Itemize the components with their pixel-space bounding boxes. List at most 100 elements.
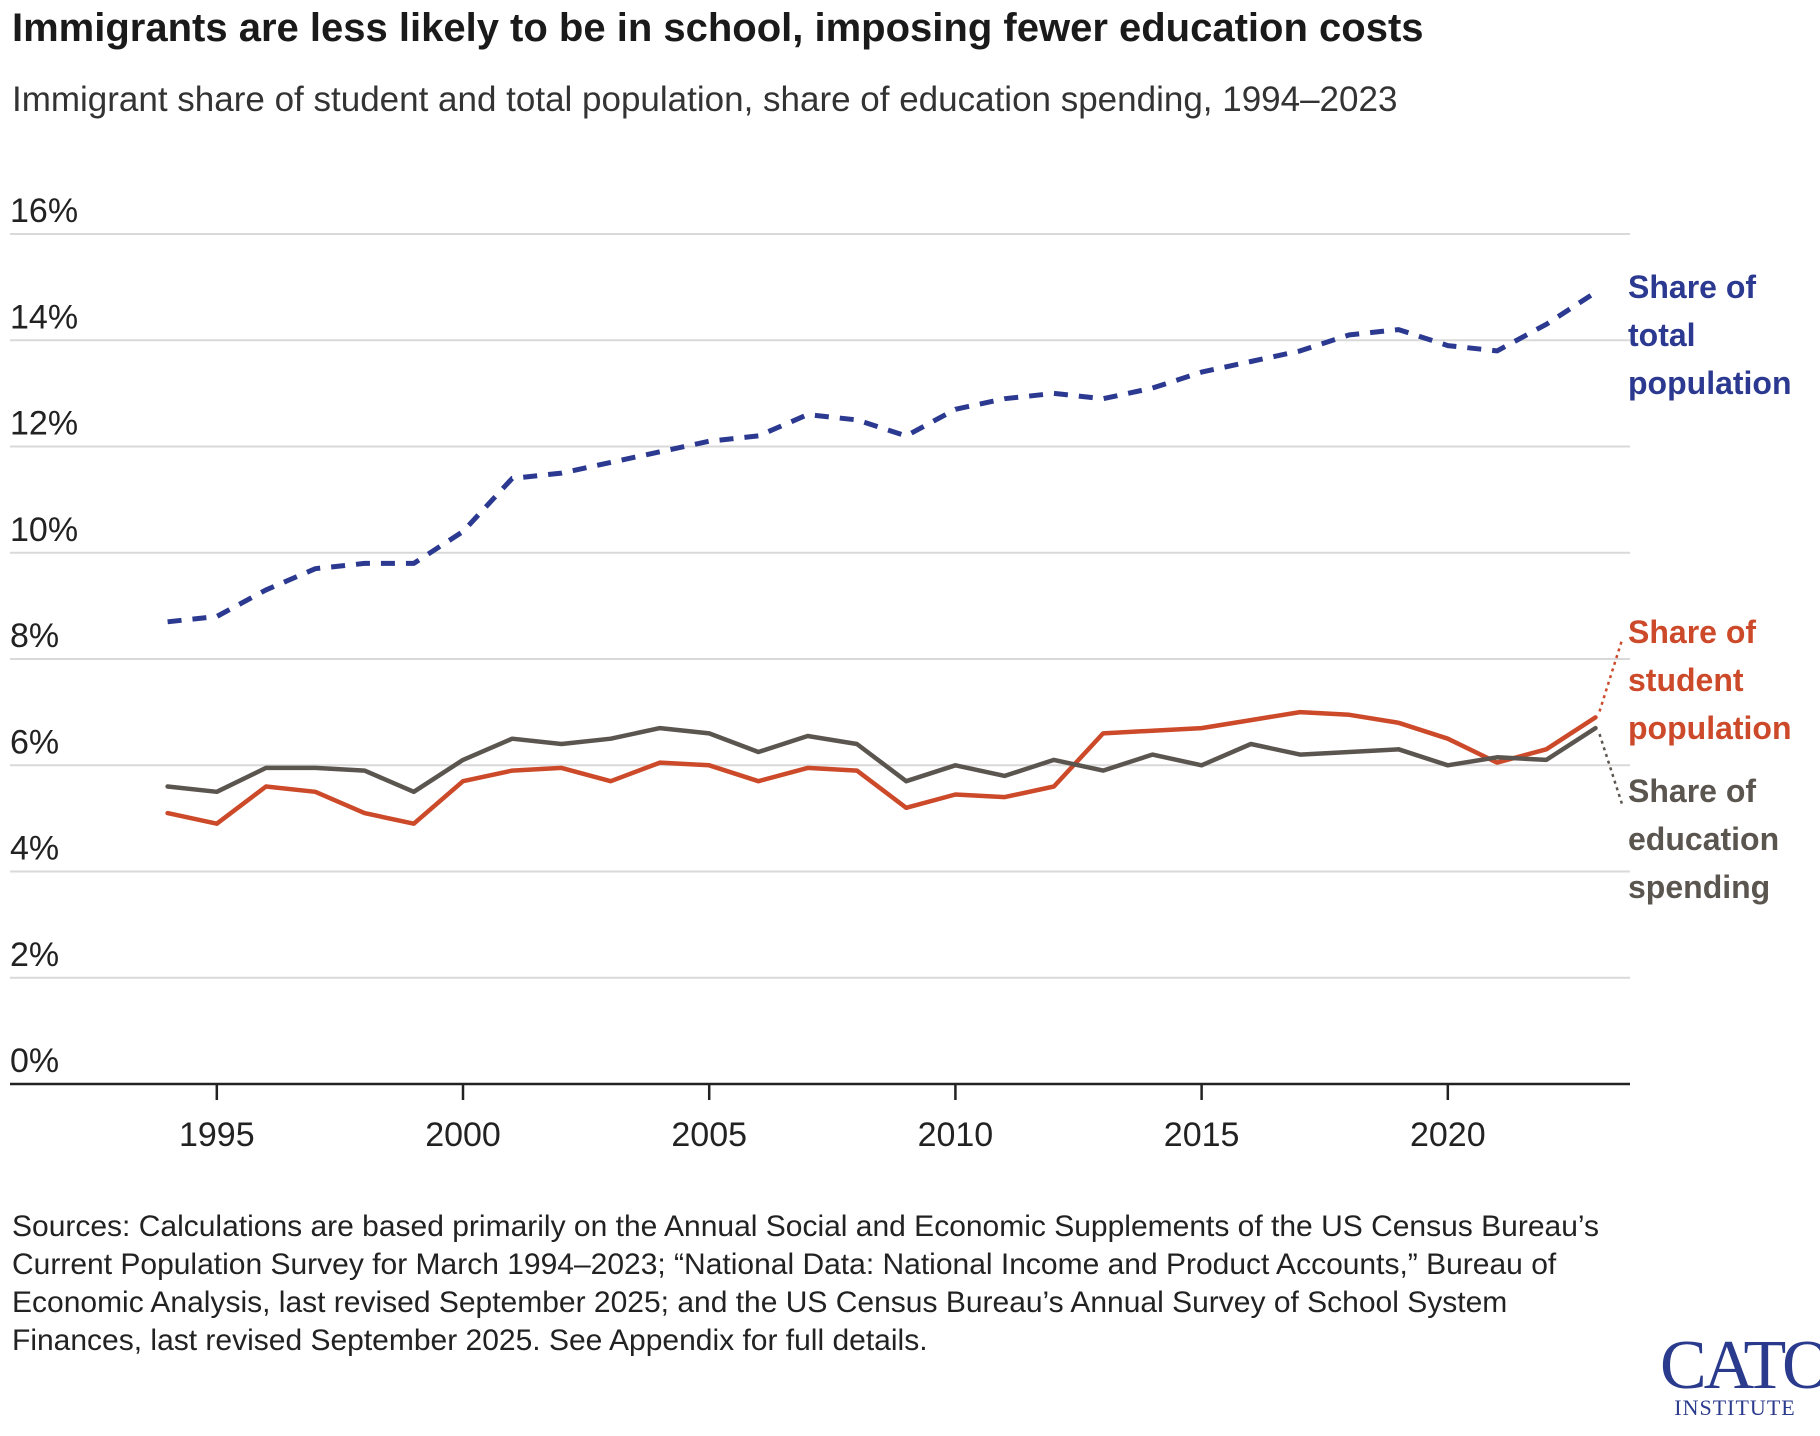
data-point-student-population bbox=[609, 779, 613, 783]
data-point-total-population bbox=[1249, 359, 1253, 363]
data-point-education-spending bbox=[904, 779, 908, 783]
data-point-education-spending bbox=[559, 742, 563, 746]
data-point-total-population bbox=[1101, 397, 1105, 401]
leader-line-education-spending bbox=[1598, 733, 1624, 805]
x-tick-label: 2010 bbox=[918, 1116, 994, 1154]
logo-subtitle: INSTITUTE bbox=[1674, 1395, 1796, 1420]
data-point-student-population bbox=[1446, 737, 1450, 741]
data-point-total-population bbox=[1298, 349, 1302, 353]
data-point-education-spending bbox=[1199, 763, 1203, 767]
data-point-student-population bbox=[165, 811, 169, 815]
data-point-student-population bbox=[362, 811, 366, 815]
series-label-total-population: population bbox=[1628, 365, 1792, 401]
data-point-total-population bbox=[1544, 322, 1548, 326]
data-point-education-spending bbox=[412, 790, 416, 794]
data-point-total-population bbox=[1446, 343, 1450, 347]
chart-title: Immigrants are less likely to be in scho… bbox=[12, 6, 1424, 50]
data-point-student-population bbox=[1298, 710, 1302, 714]
data-point-education-spending bbox=[707, 731, 711, 735]
data-point-student-population bbox=[1199, 726, 1203, 730]
gridlines bbox=[10, 233, 1630, 979]
data-point-education-spending bbox=[1446, 763, 1450, 767]
data-point-education-spending bbox=[362, 768, 366, 772]
y-tick-label: 6% bbox=[10, 723, 59, 761]
data-point-student-population bbox=[510, 768, 514, 772]
data-point-education-spending bbox=[313, 766, 317, 770]
data-point-student-population bbox=[1249, 718, 1253, 722]
data-point-total-population bbox=[1495, 349, 1499, 353]
data-point-student-population bbox=[1150, 729, 1154, 733]
data-point-education-spending bbox=[658, 726, 662, 730]
data-point-education-spending bbox=[855, 742, 859, 746]
data-point-education-spending bbox=[1003, 774, 1007, 778]
data-point-student-population bbox=[559, 766, 563, 770]
data-point-student-population bbox=[1495, 760, 1499, 764]
y-tick-label: 2% bbox=[10, 936, 59, 974]
x-axis: 1995 2000 2005 2010 2015 2020 bbox=[10, 1082, 1630, 1154]
data-point-student-population bbox=[1396, 721, 1400, 725]
data-point-total-population bbox=[609, 460, 613, 464]
data-point-total-population bbox=[806, 412, 810, 416]
data-point-total-population bbox=[165, 620, 169, 624]
y-tick-label: 4% bbox=[10, 830, 59, 868]
data-point-student-population bbox=[953, 792, 957, 796]
data-point-student-population bbox=[264, 784, 268, 788]
series-labels: Share of total population Share of student po… bbox=[1598, 269, 1792, 905]
series-label-education-spending: education bbox=[1628, 821, 1779, 857]
data-point-education-spending bbox=[1101, 768, 1105, 772]
data-point-total-population bbox=[1396, 327, 1400, 331]
data-point-total-population bbox=[953, 407, 957, 411]
data-point-total-population bbox=[559, 471, 563, 475]
y-tick-label: 16% bbox=[10, 192, 78, 230]
y-axis-tick-labels: 0% 2% 4% 6% 8% 10% 12% 14% 16% bbox=[10, 192, 78, 1080]
data-point-total-population bbox=[904, 434, 908, 438]
data-point-total-population bbox=[1593, 290, 1597, 294]
cato-institute-logo: CATO INSTITUTE bbox=[1660, 1327, 1820, 1420]
data-point-education-spending bbox=[1495, 755, 1499, 759]
series-label-student-population: population bbox=[1628, 710, 1792, 746]
data-point-student-population bbox=[756, 779, 760, 783]
data-point-education-spending bbox=[264, 766, 268, 770]
data-point-education-spending bbox=[756, 750, 760, 754]
series-label-student-population: student bbox=[1628, 662, 1744, 698]
series-line-education-spending bbox=[165, 725, 1598, 795]
data-point-education-spending bbox=[1396, 747, 1400, 751]
data-point-total-population bbox=[1347, 333, 1351, 337]
series-lines bbox=[165, 290, 1598, 826]
data-point-student-population bbox=[461, 779, 465, 783]
data-point-total-population bbox=[215, 614, 219, 618]
data-point-total-population bbox=[510, 476, 514, 480]
y-tick-label: 12% bbox=[10, 405, 78, 443]
data-point-education-spending bbox=[806, 734, 810, 738]
data-point-student-population bbox=[313, 790, 317, 794]
x-tick-label: 2020 bbox=[1410, 1116, 1486, 1154]
data-point-student-population bbox=[215, 822, 219, 826]
data-point-education-spending bbox=[1150, 752, 1154, 756]
data-point-student-population bbox=[806, 766, 810, 770]
data-point-total-population bbox=[264, 588, 268, 592]
data-point-education-spending bbox=[1249, 742, 1253, 746]
data-point-total-population bbox=[707, 439, 711, 443]
data-point-student-population bbox=[1101, 731, 1105, 735]
data-point-total-population bbox=[658, 450, 662, 454]
chart-subtitle: Immigrant share of student and total pop… bbox=[12, 80, 1398, 119]
data-point-student-population bbox=[1052, 784, 1056, 788]
y-tick-label: 8% bbox=[10, 617, 59, 655]
x-tick-label: 2015 bbox=[1164, 1116, 1240, 1154]
series-line-total-population bbox=[167, 290, 1597, 625]
data-point-total-population bbox=[1199, 370, 1203, 374]
data-point-student-population bbox=[1544, 747, 1548, 751]
x-tick-label: 1995 bbox=[179, 1116, 255, 1154]
data-point-education-spending bbox=[215, 790, 219, 794]
data-point-total-population bbox=[855, 418, 859, 422]
y-tick-label: 14% bbox=[10, 298, 78, 336]
data-point-education-spending bbox=[1593, 726, 1597, 730]
data-point-total-population bbox=[362, 561, 366, 565]
data-point-student-population bbox=[658, 760, 662, 764]
logo-wordmark: CATO bbox=[1660, 1327, 1820, 1404]
series-line-student-population bbox=[165, 709, 1598, 826]
data-point-education-spending bbox=[1052, 758, 1056, 762]
data-point-student-population bbox=[904, 806, 908, 810]
data-point-education-spending bbox=[1347, 750, 1351, 754]
data-point-student-population bbox=[412, 822, 416, 826]
